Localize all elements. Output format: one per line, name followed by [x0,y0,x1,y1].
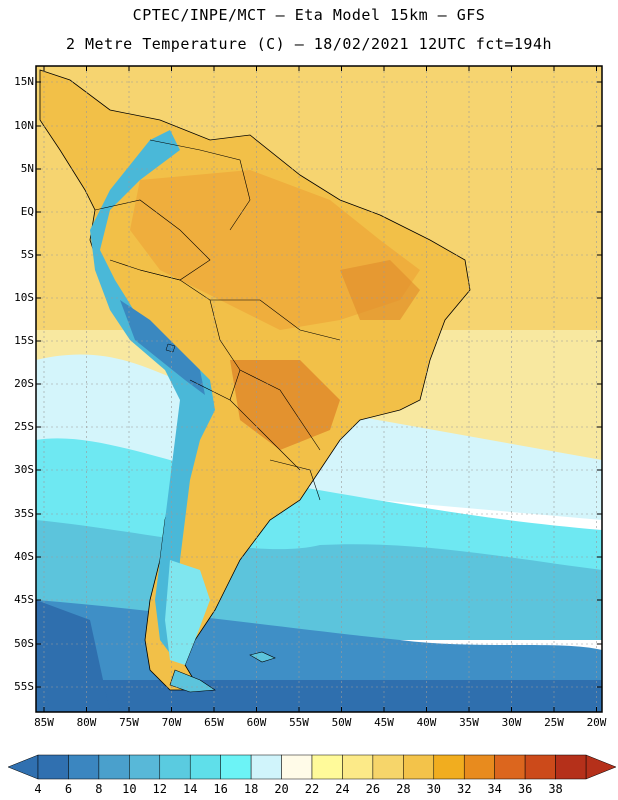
colorbar [7,754,617,780]
lon-label: 70W [161,716,182,729]
colorbar-label: 14 [182,782,198,796]
colorbar-swatch [463,754,495,780]
lat-label: EQ [20,205,34,218]
lon-label: 60W [246,716,267,729]
colorbar-label: 36 [517,782,533,796]
lat-label: 10N [14,119,34,132]
lat-label: 15S [14,334,34,347]
colorbar-label: 20 [274,782,289,796]
colorbar-high-arrow [585,754,617,780]
andes-highest [120,300,205,395]
colorbar-label: 16 [213,782,228,796]
colorbar-label: 8 [95,782,103,796]
lon-label: 65W [204,716,224,729]
colorbar-swatch [372,754,404,780]
colorbar-swatch [524,754,556,780]
colorbar-swatch [159,754,191,780]
chart-subtitle: 2 Metre Temperature (C) – 18/02/2021 12U… [65,35,553,53]
colorbar-swatch [342,754,374,780]
lat-label: 15N [14,75,34,88]
lat-label: 35S [14,507,34,520]
colorbar-label: 26 [365,782,381,796]
ocean-deep [36,680,602,712]
map-frame [35,65,603,713]
colorbar-swatch [403,754,435,780]
ocean-deep-west [36,600,110,712]
colorbar-label: 12 [152,782,167,796]
colorbar-swatch [281,754,313,780]
colorbar-swatch [555,754,587,780]
patagonia-cool [165,560,210,665]
colorbar-swatch [68,754,100,780]
colorbar-label: 22 [304,782,320,796]
graticule [36,66,602,712]
lat-label: 5N [20,162,34,175]
lat-label: 10S [14,291,34,304]
lat-label: 5S [20,248,34,261]
colorbar-label: 24 [335,782,350,796]
lon-label: 40W [416,716,437,729]
colorbar-label: 4 [34,782,42,796]
tierra-del-fuego [169,669,216,693]
andes-cold-strip [90,130,215,660]
colorbar-label: 32 [456,782,472,796]
colorbar-label: 28 [396,782,411,796]
colorbar-swatch [98,754,130,780]
lon-label: 85W [34,716,54,729]
lon-label: 55W [289,716,309,729]
lat-label: 25S [14,420,34,433]
colorbar-label: 34 [487,782,502,796]
colorbar-swatch [250,754,282,780]
lon-label: 75W [119,716,139,729]
lat-label: 40S [14,550,34,563]
lon-label: 30W [501,716,522,729]
lake-titicaca [165,343,176,353]
lon-label: 25W [544,716,564,729]
chart-title: CPTEC/INPE/MCT – Eta Model 15km – GFS [132,6,486,24]
lon-label: 20W [586,716,607,729]
lon-label: 80W [76,716,97,729]
colorbar-label: 30 [426,782,441,796]
falkland-islands [249,651,276,663]
colorbar-label: 18 [243,782,259,796]
colorbar-label: 38 [548,782,563,796]
colorbar-swatch [433,754,465,780]
lon-label: 35W [459,716,479,729]
lon-label: 45W [374,716,394,729]
lat-label: 50S [14,637,34,650]
lat-label: 45S [14,593,34,606]
lon-label: 50W [331,716,352,729]
colorbar-low-arrow [7,754,39,780]
colorbar-label: 10 [122,782,137,796]
colorbar-swatch [220,754,252,780]
lat-label: 20S [14,377,34,390]
lat-label: 30S [14,463,34,476]
lat-label: 55S [14,680,34,693]
colorbar-swatch [189,754,221,780]
colorbar-swatch [37,754,69,780]
interior-hot-northeast [340,260,420,320]
colorbar-label: 6 [64,782,73,796]
colorbar-swatch [494,754,526,780]
interior-hot-north [130,170,420,330]
country-borders [94,139,341,501]
colorbar-swatch [311,754,343,780]
axis-ticks [36,66,602,712]
colorbar-swatch [129,754,161,780]
